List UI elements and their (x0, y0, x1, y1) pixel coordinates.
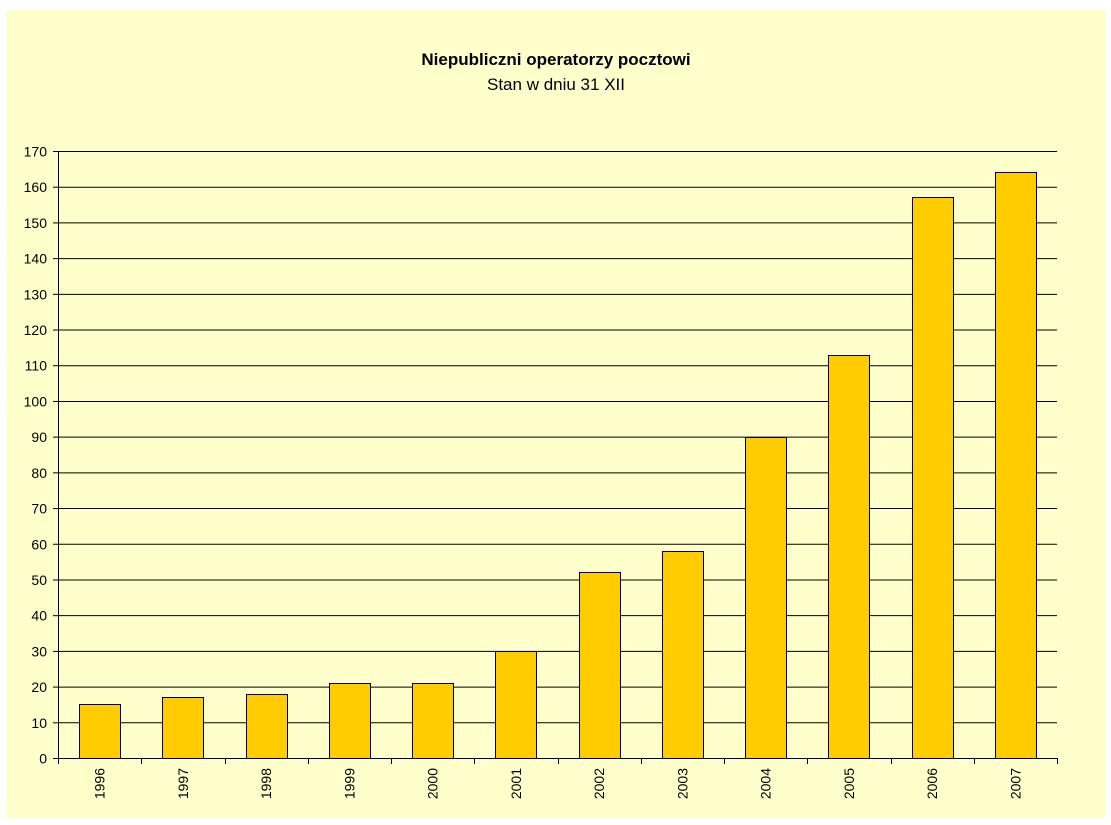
x-tick-label: 2007 (1007, 768, 1023, 799)
x-tick-label: 2004 (758, 768, 774, 799)
bar (579, 572, 621, 759)
y-tick-label: 140 (24, 251, 48, 267)
y-tick-label: 170 (24, 144, 48, 160)
y-tick-label: 30 (31, 643, 47, 659)
bar (828, 355, 870, 759)
bar (246, 694, 288, 759)
x-tick-label: 2006 (924, 768, 940, 799)
bar (745, 437, 787, 759)
y-tick-label: 130 (24, 286, 48, 302)
bar (412, 683, 454, 759)
x-tick-label: 1999 (341, 768, 357, 799)
y-tick-label: 100 (24, 393, 48, 409)
y-tick-label: 10 (31, 715, 47, 731)
y-tick-label: 160 (24, 179, 48, 195)
x-tick-label: 1996 (92, 768, 108, 799)
bar (495, 651, 537, 759)
x-tick-label: 2003 (674, 768, 690, 799)
x-tick-label: 1997 (175, 768, 191, 799)
chart-title: Niepubliczni operatorzy pocztowi (421, 50, 691, 69)
y-tick-label: 110 (25, 358, 48, 374)
bar (995, 172, 1037, 759)
x-tick-label: 1998 (258, 768, 274, 799)
chart-subtitle: Stan w dniu 31 XII (487, 75, 625, 94)
y-tick-label: 150 (24, 215, 48, 231)
y-tick-label: 0 (39, 751, 47, 767)
x-tick-label: 2001 (508, 768, 524, 799)
y-tick-label: 20 (31, 679, 47, 695)
y-tick-label: 40 (31, 608, 47, 624)
y-tick-label: 70 (31, 501, 47, 517)
y-tick-label: 120 (24, 322, 48, 338)
x-tick-label: 2005 (841, 768, 857, 799)
x-tick-label: 2002 (591, 768, 607, 799)
bar (662, 551, 704, 759)
bar (329, 683, 371, 759)
bar (162, 697, 204, 759)
bar (912, 197, 954, 759)
bar (79, 704, 121, 759)
y-tick-label: 60 (31, 536, 47, 552)
y-tick-label: 50 (31, 572, 47, 588)
y-tick-label: 80 (31, 465, 47, 481)
x-tick-label: 2000 (425, 768, 441, 799)
y-tick-label: 90 (31, 429, 47, 445)
